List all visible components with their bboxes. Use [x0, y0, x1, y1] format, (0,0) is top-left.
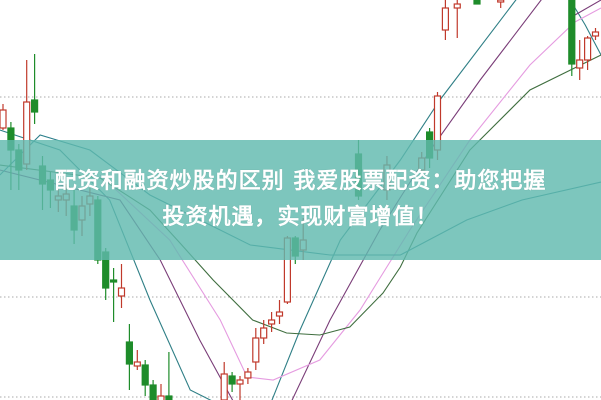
candle-body [31, 99, 39, 113]
candle-body [149, 384, 157, 400]
candle-body [453, 3, 461, 9]
candle-body [236, 379, 244, 385]
candle-body [133, 361, 141, 367]
candle-body [252, 337, 260, 363]
candle-body [275, 311, 284, 317]
candle-body [228, 375, 236, 385]
candle-body [0, 109, 7, 129]
moving-average-line [99, 7, 601, 381]
candle-body [165, 395, 173, 400]
candle-body [109, 279, 118, 283]
candle-body [244, 371, 252, 379]
title-banner: 配资和融资炒股的区别 我爱股票配资：助您把握 投资机遇，实现财富增值！ [0, 140, 601, 260]
candle-body [220, 373, 228, 400]
candle-body [260, 327, 268, 339]
candle-body [117, 287, 126, 297]
candle-body [576, 59, 584, 69]
moving-average-line [574, 0, 601, 16]
candle-body [583, 37, 592, 61]
candle-body [157, 395, 165, 400]
candle-body [473, 0, 481, 5]
candle-body [125, 341, 134, 365]
banner-title-line-2: 投资机遇，实现财富增值！ [162, 205, 439, 230]
candle-body [497, 0, 505, 3]
candle-body [441, 7, 449, 31]
banner-title-line-1: 配资和融资炒股的区别 我爱股票配资：助您把握 [54, 169, 547, 194]
candle-body [568, 0, 576, 65]
candle-body [591, 31, 600, 37]
candle-body [268, 319, 276, 325]
candle-body [141, 364, 149, 386]
